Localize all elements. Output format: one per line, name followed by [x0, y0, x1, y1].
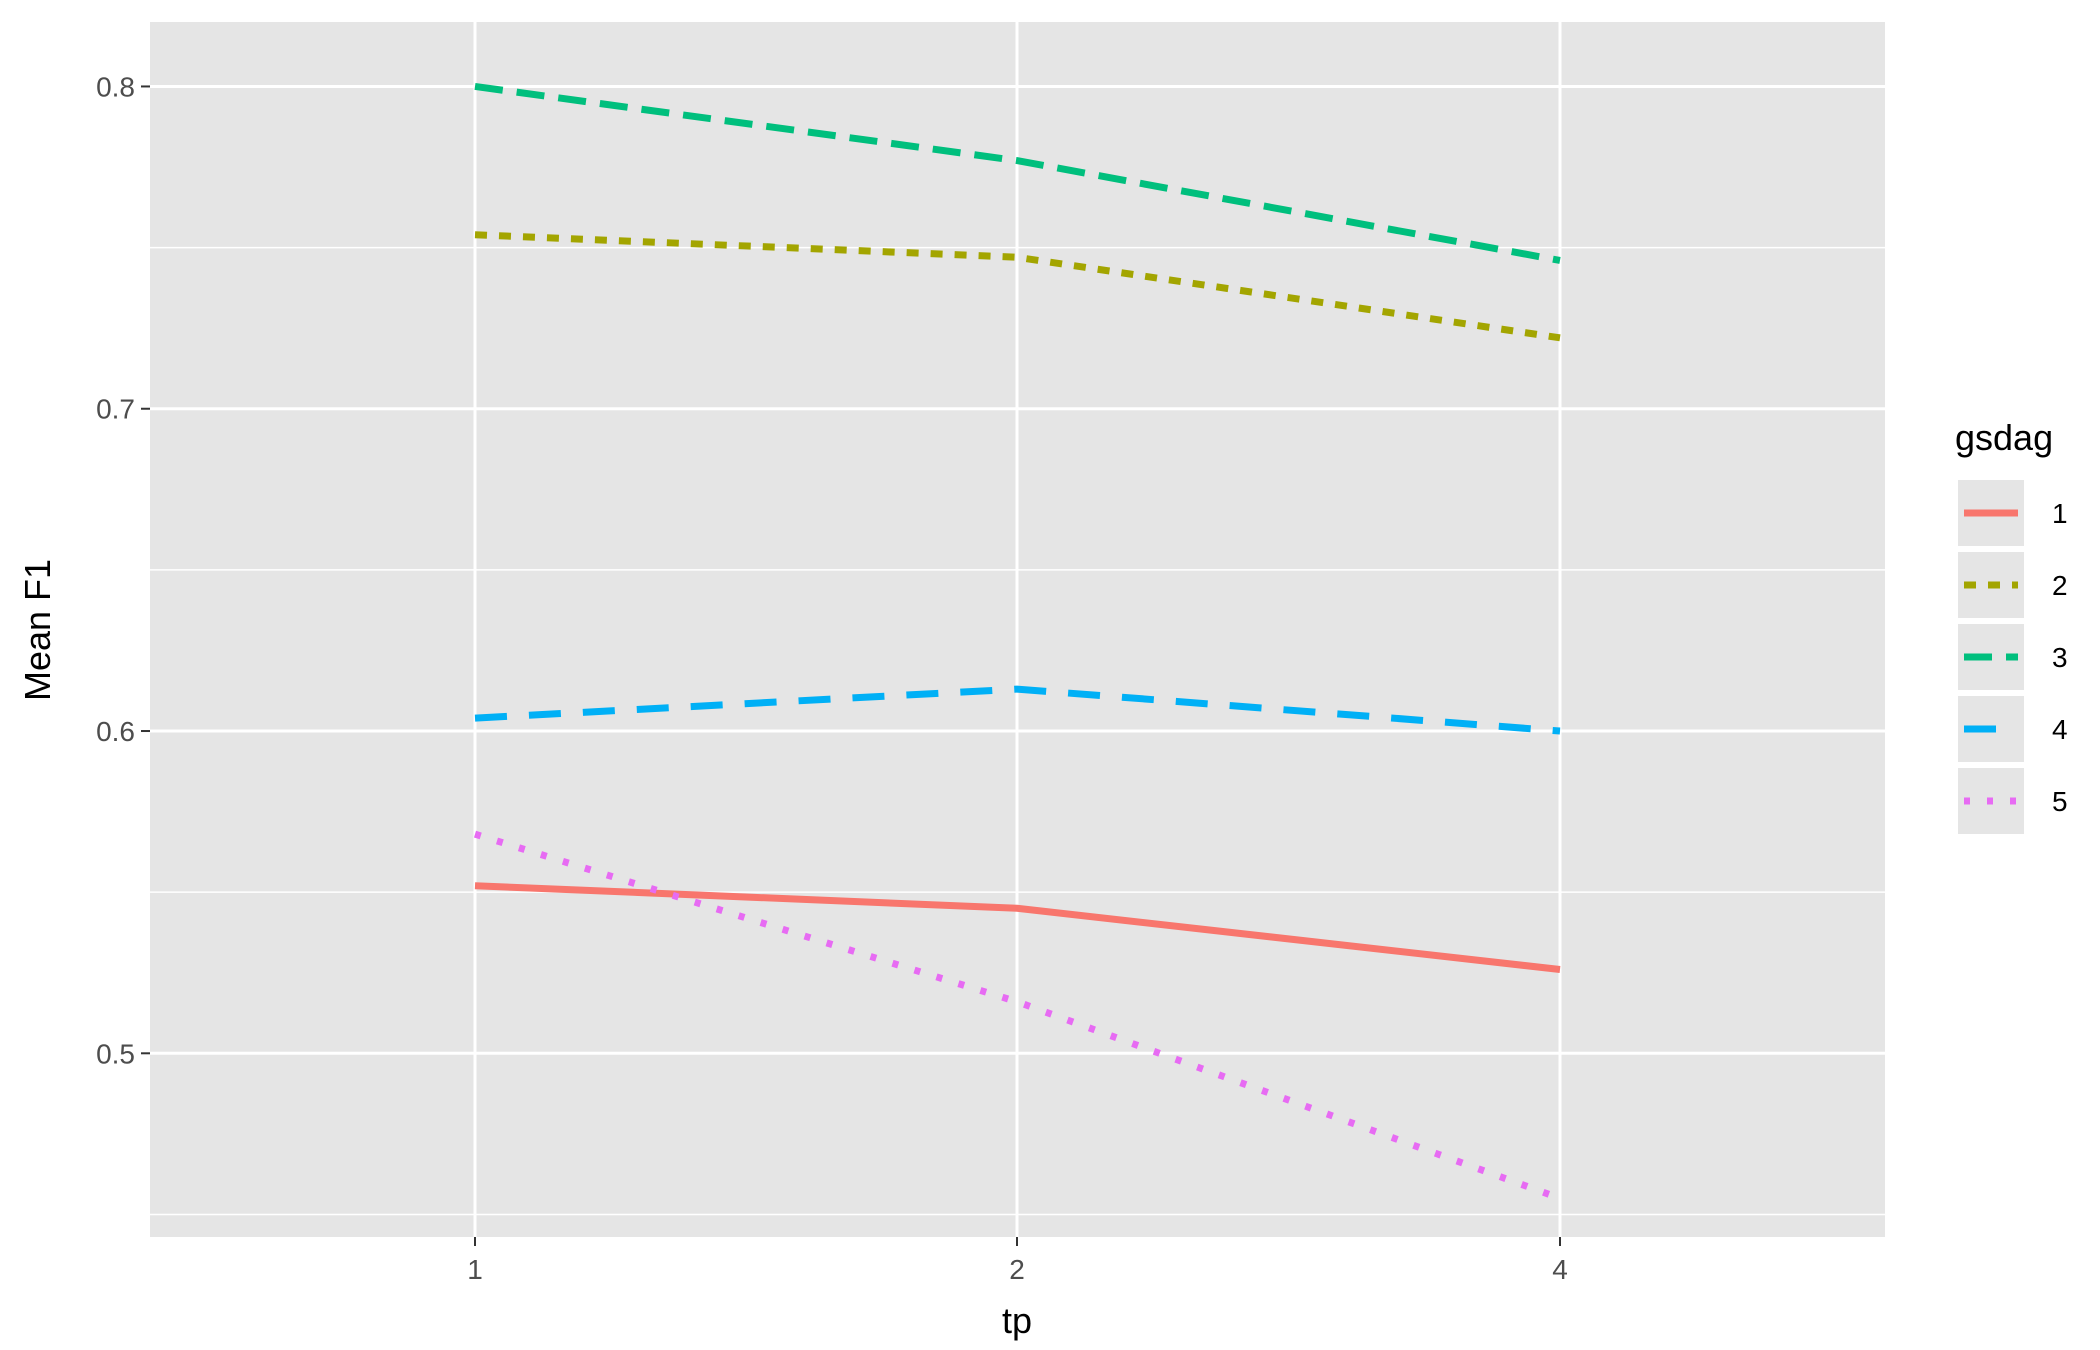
y-tick-label: 0.8 [96, 71, 135, 102]
legend-label: 4 [2052, 714, 2068, 745]
legend-label: 3 [2052, 642, 2068, 673]
major-gridlines [150, 22, 1885, 1237]
legend-label: 2 [2052, 570, 2068, 601]
x-tick-label: 4 [1552, 1254, 1568, 1285]
x-tick-label: 2 [1009, 1254, 1025, 1285]
legend-label: 1 [2052, 498, 2068, 529]
legend-title: gsdag [1955, 417, 2053, 458]
series-line-4 [474, 685, 1561, 735]
legend-label: 5 [2052, 786, 2068, 817]
y-tick-label: 0.7 [96, 394, 135, 425]
y-tick-label: 0.5 [96, 1038, 135, 1069]
y-axis: 0.5 0.6 0.7 0.8 [96, 71, 150, 1069]
x-axis: 1 2 4 [467, 1237, 1568, 1285]
series-lines [473, 82, 1562, 1202]
legend: gsdag 1 2 3 4 5 [1955, 417, 2068, 834]
x-axis-title: tp [1002, 1300, 1032, 1341]
x-tick-label: 1 [467, 1254, 483, 1285]
y-tick-label: 0.6 [96, 716, 135, 747]
y-axis-title: Mean F1 [17, 559, 58, 701]
series-line-1 [474, 882, 1561, 973]
series-line-5 [473, 830, 1562, 1202]
series-line-3 [474, 82, 1561, 264]
